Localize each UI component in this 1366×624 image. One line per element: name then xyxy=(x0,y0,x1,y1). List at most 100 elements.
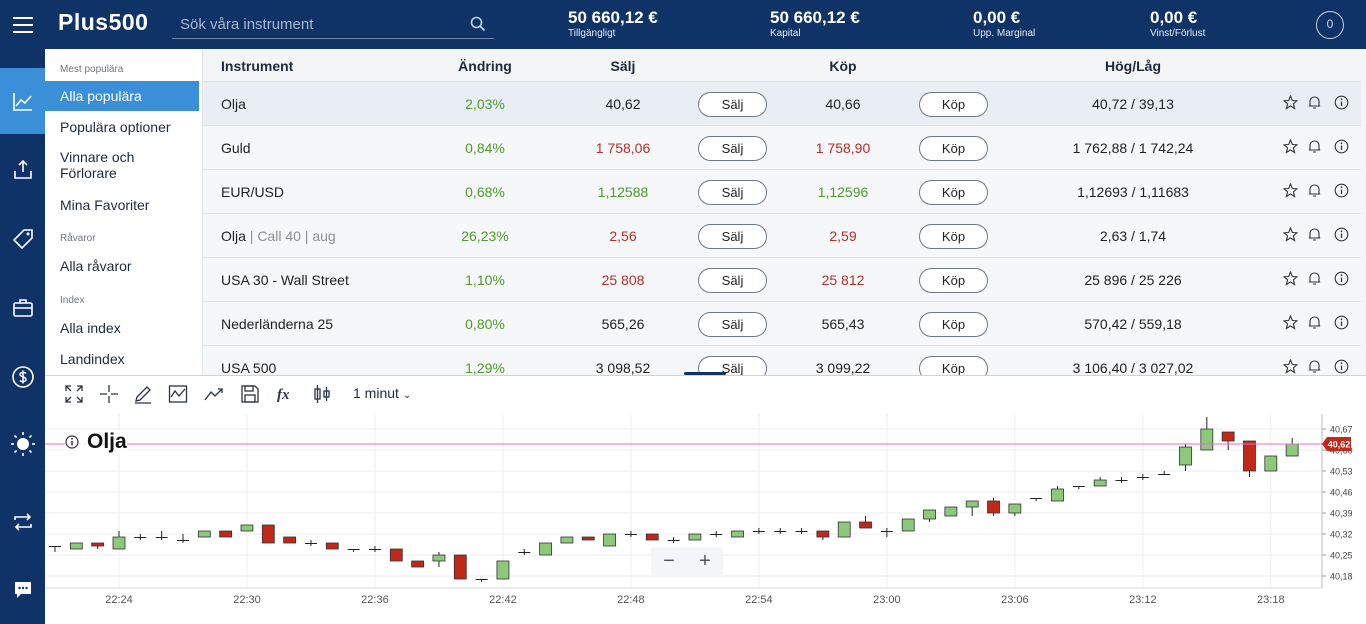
info-icon[interactable] xyxy=(1334,315,1349,330)
info-icon[interactable] xyxy=(65,435,79,449)
crosshair-icon[interactable] xyxy=(99,384,119,404)
sell-price: 40,62 xyxy=(605,96,641,112)
buy-button[interactable]: Köp xyxy=(919,312,988,337)
sidebar-item-favorites[interactable]: Mina Favoriter xyxy=(60,197,150,213)
info-icon[interactable] xyxy=(1334,359,1349,374)
chat-icon[interactable] xyxy=(0,557,45,623)
briefcase-icon[interactable] xyxy=(0,275,45,341)
header-high-low[interactable]: Hög/Låg xyxy=(1105,58,1161,74)
menu-icon[interactable] xyxy=(0,0,45,49)
info-icon[interactable] xyxy=(1334,271,1349,286)
bell-icon[interactable] xyxy=(1307,183,1322,198)
indicator-icon[interactable] xyxy=(168,384,188,404)
dollar-circle-icon[interactable] xyxy=(0,344,45,410)
buy-price: 40,66 xyxy=(825,96,861,112)
buy-button[interactable]: Köp xyxy=(919,92,988,117)
price-chart[interactable]: 40,6740,6040,5340,4640,3940,3240,2540,18… xyxy=(45,412,1366,624)
sidebar-item-all-index[interactable]: Alla index xyxy=(60,320,121,336)
profit-value: 0,00 € xyxy=(1150,8,1198,27)
bell-icon[interactable] xyxy=(1307,359,1322,374)
instrument-name[interactable]: USA 500 xyxy=(221,360,277,375)
buy-button[interactable]: Köp xyxy=(919,268,988,293)
buy-button[interactable]: Köp xyxy=(919,180,988,205)
sidebar-item-popular-options[interactable]: Populära optioner xyxy=(60,119,171,135)
save-icon[interactable] xyxy=(240,384,260,404)
table-row[interactable]: Nederländerna 25 0,80% 565,26 Sälj 565,43 Köp… xyxy=(203,302,1361,346)
candle-type-icon[interactable] xyxy=(311,384,333,404)
candle-body xyxy=(710,534,723,535)
star-icon[interactable] xyxy=(1283,139,1298,154)
table-row[interactable]: USA 30 - Wall Street 1,10% 25 808 Sälj 25 81… xyxy=(203,258,1361,302)
candle-body xyxy=(453,554,467,580)
star-icon[interactable] xyxy=(1283,183,1298,198)
sell-button[interactable]: Sälj xyxy=(698,268,767,293)
tag-icon[interactable] xyxy=(0,206,45,272)
sidebar-item-all-popular[interactable]: Alla populära xyxy=(45,81,199,111)
search-icon[interactable] xyxy=(470,16,486,32)
sell-button[interactable]: Sälj xyxy=(698,136,767,161)
buy-button[interactable]: Köp xyxy=(919,356,988,375)
sell-button[interactable]: Sälj xyxy=(698,92,767,117)
trend-icon[interactable] xyxy=(203,384,225,404)
account-badge[interactable]: 0 xyxy=(1316,11,1344,39)
section-popular: Mest populära xyxy=(60,64,124,75)
header-sell[interactable]: Sälj xyxy=(610,58,636,74)
function-icon[interactable]: fx xyxy=(275,384,297,404)
fullscreen-icon[interactable] xyxy=(64,384,84,404)
header-buy[interactable]: Köp xyxy=(829,58,857,74)
star-icon[interactable] xyxy=(1283,271,1298,286)
sidebar-item-country-index[interactable]: Landindex xyxy=(60,351,125,367)
instrument-name[interactable]: Olja | Call 40 | aug xyxy=(221,228,336,244)
star-icon[interactable] xyxy=(1283,359,1298,374)
star-icon[interactable] xyxy=(1283,95,1298,110)
pane-resize-handle[interactable] xyxy=(684,372,726,375)
info-icon[interactable] xyxy=(1334,95,1349,110)
search-input[interactable] xyxy=(172,10,462,38)
sell-button[interactable]: Sälj xyxy=(698,180,767,205)
table-row[interactable]: USA 500 1,29% 3 098,52 Sälj 3 099,22 Köp 3 106… xyxy=(203,346,1361,375)
instrument-name[interactable]: USA 30 - Wall Street xyxy=(221,272,349,288)
chart-title: Olja xyxy=(65,430,127,454)
sidebar-item-all-commodities[interactable]: Alla råvaror xyxy=(60,258,132,274)
trade-arrows-icon[interactable] xyxy=(0,137,45,203)
sidebar-item-winners-losers[interactable]: Vinnare och Förlorare xyxy=(60,149,135,181)
star-icon[interactable] xyxy=(1283,315,1298,330)
pencil-icon[interactable] xyxy=(133,384,153,404)
zoom-in-button[interactable]: + xyxy=(699,550,711,572)
buy-button[interactable]: Köp xyxy=(919,136,988,161)
chart-panel: fx 1 minut ⌄ 40,6740,6040,5340,4640,3940… xyxy=(45,376,1366,624)
sell-button[interactable]: Sälj xyxy=(698,356,767,375)
bell-icon[interactable] xyxy=(1307,139,1322,154)
chart-line-icon[interactable] xyxy=(0,68,45,134)
candle-body xyxy=(1115,480,1128,481)
star-icon[interactable] xyxy=(1283,227,1298,242)
buy-button[interactable]: Köp xyxy=(919,224,988,249)
bell-icon[interactable] xyxy=(1307,95,1322,110)
bell-icon[interactable] xyxy=(1307,227,1322,242)
table-row[interactable]: Olja 2,03% 40,62 Sälj 40,66 Köp 40,72 / 39,13 xyxy=(203,82,1361,126)
header-instrument[interactable]: Instrument xyxy=(221,58,294,74)
table-row[interactable]: Olja | Call 40 | aug 26,23% 2,56 Sälj 2,59 Kö… xyxy=(203,214,1361,258)
table-row[interactable]: EUR/USD 0,68% 1,12588 Sälj 1,12596 Köp 1,12693… xyxy=(203,170,1361,214)
table-row[interactable]: Guld 0,84% 1 758,06 Sälj 1 758,90 Köp 1 762,88… xyxy=(203,126,1361,170)
instrument-name[interactable]: Olja xyxy=(221,96,246,112)
sun-icon[interactable] xyxy=(0,411,45,477)
candle-body xyxy=(1264,455,1278,472)
info-icon[interactable] xyxy=(1334,227,1349,242)
transfer-icon[interactable] xyxy=(0,489,45,555)
available-stat: 50 660,12 € Tillgängligt xyxy=(568,8,658,41)
info-icon[interactable] xyxy=(1334,183,1349,198)
info-icon[interactable] xyxy=(1334,139,1349,154)
candle-body xyxy=(197,530,211,538)
header-change[interactable]: Ändring xyxy=(458,58,512,74)
zoom-out-button[interactable]: − xyxy=(663,550,675,572)
instrument-name[interactable]: Guld xyxy=(221,140,251,156)
instrument-name[interactable]: EUR/USD xyxy=(221,184,285,200)
interval-select[interactable]: 1 minut ⌄ xyxy=(353,385,411,401)
sell-button[interactable]: Sälj xyxy=(698,224,767,249)
bell-icon[interactable] xyxy=(1307,315,1322,330)
sell-button[interactable]: Sälj xyxy=(698,312,767,337)
bell-icon[interactable] xyxy=(1307,271,1322,286)
logo[interactable]: Plus500 xyxy=(58,9,149,35)
instrument-name[interactable]: Nederländerna 25 xyxy=(221,316,334,332)
